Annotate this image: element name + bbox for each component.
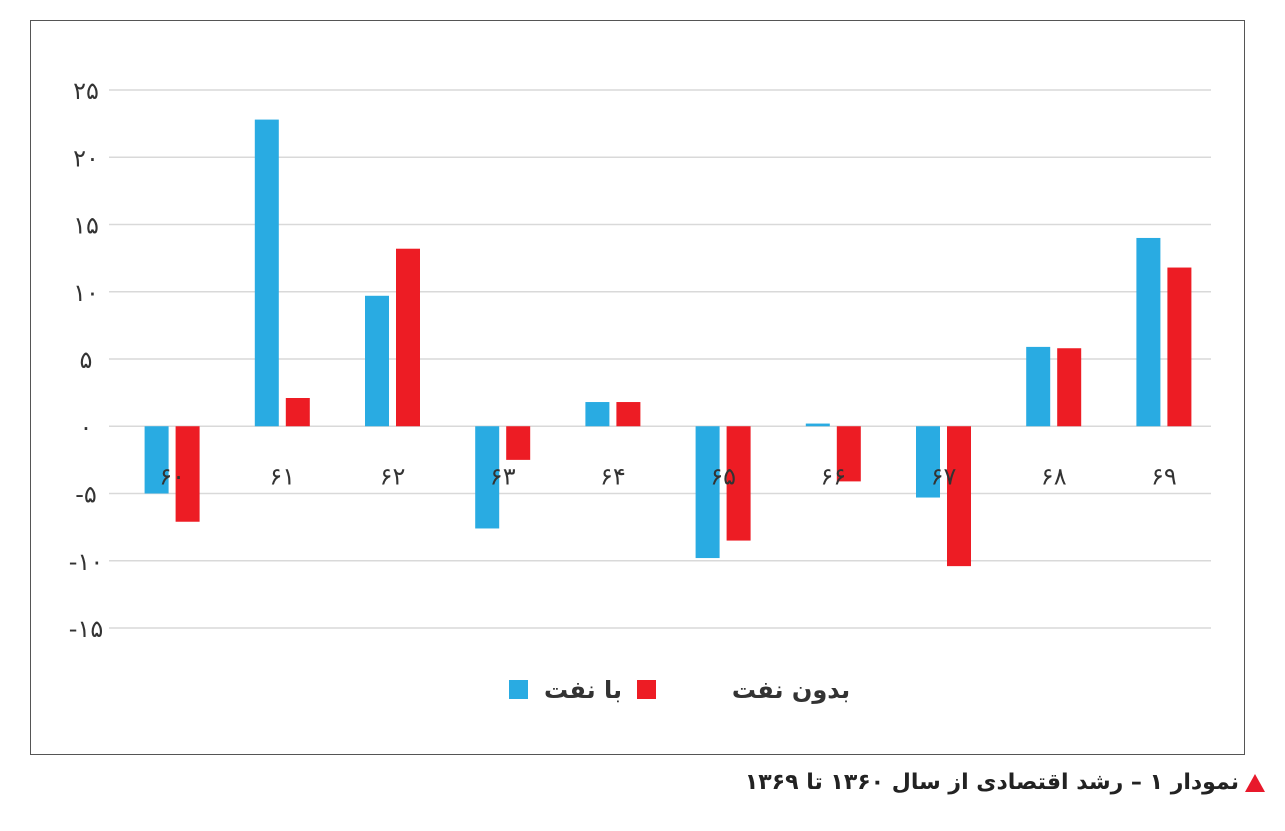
legend-swatch-without-oil — [637, 680, 656, 699]
legend-swatch-with-oil — [509, 680, 528, 699]
x-category-label: ۶۷ — [931, 462, 957, 490]
bar-with-oil-6 — [805, 423, 830, 427]
y-tick-label: ۲۵ — [73, 77, 99, 105]
x-category-label: ۶۵ — [710, 462, 736, 490]
x-category-label: ۶۰ — [159, 462, 185, 490]
y-tick-label: -۱۰ — [69, 548, 103, 576]
bar-with-oil-0 — [144, 426, 169, 494]
x-category-label: ۶۱ — [269, 462, 295, 490]
x-category-label: ۶۹ — [1151, 462, 1177, 490]
y-axis-ticks: ۲۵ ۲۰ ۱۵ ۱۰ ۵ ۰ -۵ -۱۰ -۱۵ — [69, 77, 103, 643]
bar-without-oil-1 — [285, 398, 310, 427]
bar-with-oil-2 — [365, 295, 389, 427]
y-tick-label: -۱۵ — [69, 615, 103, 643]
x-category-label: ۶۶ — [820, 462, 846, 490]
legend-label-without-oil: بدون نفت — [732, 676, 850, 704]
bar-with-oil-4 — [585, 402, 610, 427]
bar-without-oil-6 — [836, 426, 861, 482]
y-tick-label: ۱۰ — [73, 279, 99, 307]
x-axis-categories: ۶۰ ۶۱ ۶۲ ۶۳ ۶۴ ۶۵ ۶۶ ۶۷ ۶۸ ۶۹ — [159, 462, 1177, 490]
chart-frame: ۲۵ ۲۰ ۱۵ ۱۰ ۵ ۰ -۵ -۱۰ -۱۵ ۶۰ ۶۱ ۶۲ ۶۳ ۶۴ ۶۵ ۶۶ ۶۷ ۶۸ ۶۹ … — [30, 20, 1245, 755]
bar-with-oil-5 — [695, 426, 720, 559]
caption-text: نمودار ۱ – رشد اقتصادی از سال ۱۳۶۰ تا ۱۳… — [744, 770, 1239, 795]
bar-without-oil-5 — [726, 426, 751, 541]
bar-without-oil-8 — [1057, 348, 1082, 427]
bar-with-oil-8 — [1026, 346, 1051, 427]
bar-without-oil-4 — [616, 402, 641, 427]
bar-without-oil-3 — [506, 426, 531, 460]
bar-with-oil-3 — [475, 426, 500, 529]
y-tick-label: ۵ — [80, 346, 93, 374]
x-category-label: ۶۳ — [490, 462, 516, 490]
bar-without-oil-7 — [947, 426, 971, 567]
bars — [144, 119, 1192, 567]
legend: با نفت بدون نفت — [509, 676, 850, 704]
y-tick-label: -۵ — [75, 481, 97, 509]
y-tick-label: ۰ — [80, 413, 93, 441]
legend-label-with-oil: با نفت — [544, 676, 622, 704]
bar-with-oil-7 — [916, 426, 940, 498]
bar-without-oil-9 — [1167, 267, 1192, 427]
bar-with-oil-9 — [1136, 237, 1161, 427]
figure-caption: نمودار ۱ – رشد اقتصادی از سال ۱۳۶۰ تا ۱۳… — [745, 770, 1265, 795]
bar-with-oil-1 — [254, 119, 279, 427]
bar-without-oil-0 — [175, 426, 200, 522]
x-category-label: ۶۴ — [600, 462, 626, 490]
bar-without-oil-2 — [396, 248, 420, 427]
caption-triangle-icon — [1245, 773, 1265, 792]
y-tick-label: ۲۰ — [73, 144, 99, 172]
x-category-label: ۶۸ — [1041, 462, 1067, 490]
x-category-label: ۶۲ — [380, 462, 406, 490]
y-tick-label: ۱۵ — [73, 212, 99, 240]
